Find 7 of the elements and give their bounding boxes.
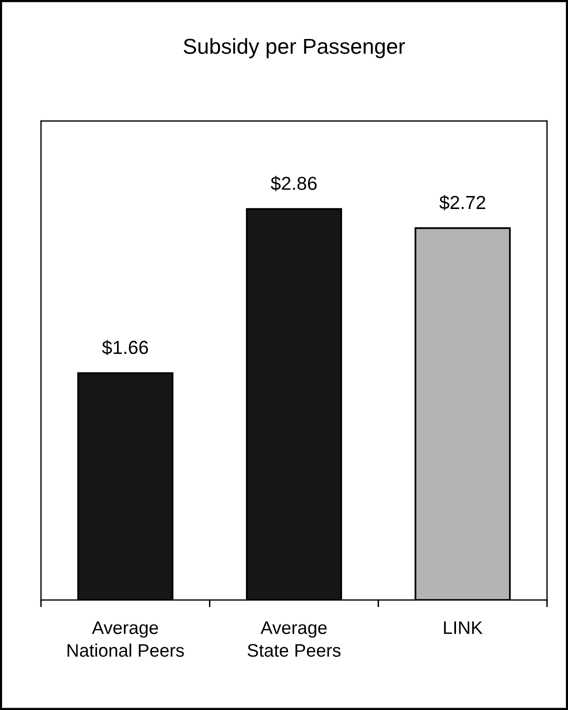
chart-title: Subsidy per Passenger (184, 38, 405, 58)
data-label: $2.72 (439, 195, 486, 210)
x-tick-label: LINK (444, 621, 483, 634)
data-label: $1.66 (102, 340, 148, 356)
x-tick-label: Average National Peers (68, 621, 184, 657)
data-label: $2.86 (270, 176, 317, 192)
x-tick-label: Average State Peers (248, 621, 341, 657)
